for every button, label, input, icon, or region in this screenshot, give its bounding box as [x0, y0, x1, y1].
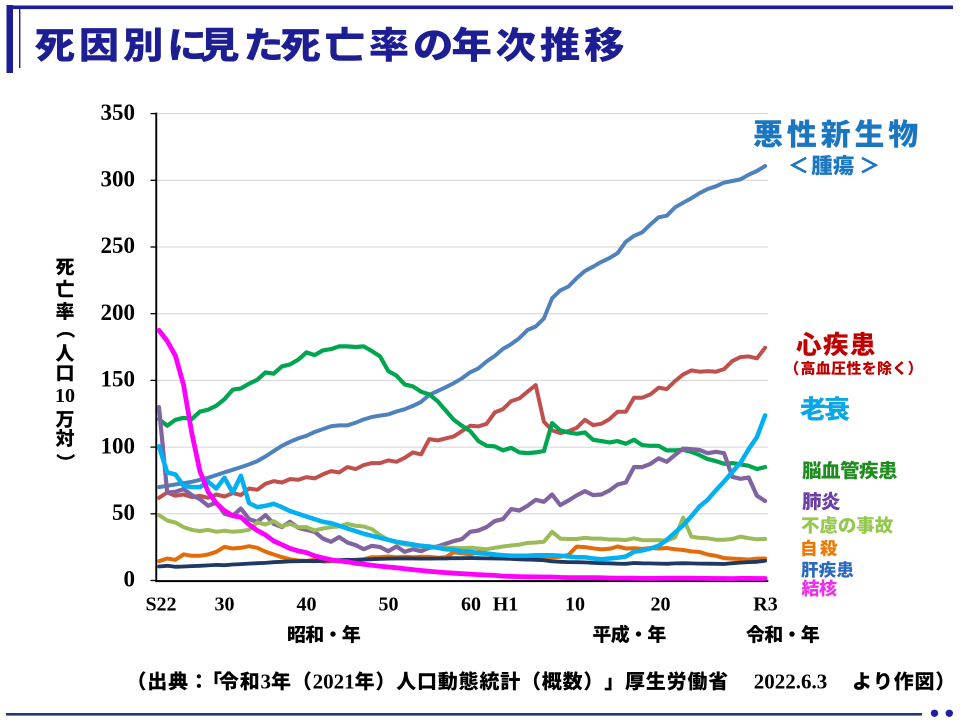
svg-text:3: 3	[261, 670, 272, 694]
svg-text:S22: S22	[145, 594, 176, 616]
svg-text:100: 100	[101, 433, 136, 458]
svg-text:0: 0	[124, 567, 136, 592]
svg-text:350: 350	[101, 100, 136, 125]
svg-text:30: 30	[215, 594, 235, 616]
svg-text:300: 300	[101, 167, 136, 192]
svg-text:10: 10	[55, 385, 75, 407]
svg-text:40: 40	[297, 594, 317, 616]
svg-text:50: 50	[112, 500, 135, 525]
svg-text:R3: R3	[753, 594, 777, 616]
svg-text:50: 50	[379, 594, 399, 616]
svg-text:150: 150	[101, 367, 136, 392]
svg-text:2022.6.3: 2022.6.3	[754, 670, 828, 694]
svg-text:200: 200	[101, 300, 136, 325]
svg-text:20: 20	[651, 594, 671, 616]
svg-text:10: 10	[565, 594, 585, 616]
svg-text:250: 250	[101, 233, 136, 258]
svg-text:2021: 2021	[313, 670, 355, 694]
svg-text:H1: H1	[493, 594, 519, 616]
svg-text:60: 60	[461, 594, 481, 616]
